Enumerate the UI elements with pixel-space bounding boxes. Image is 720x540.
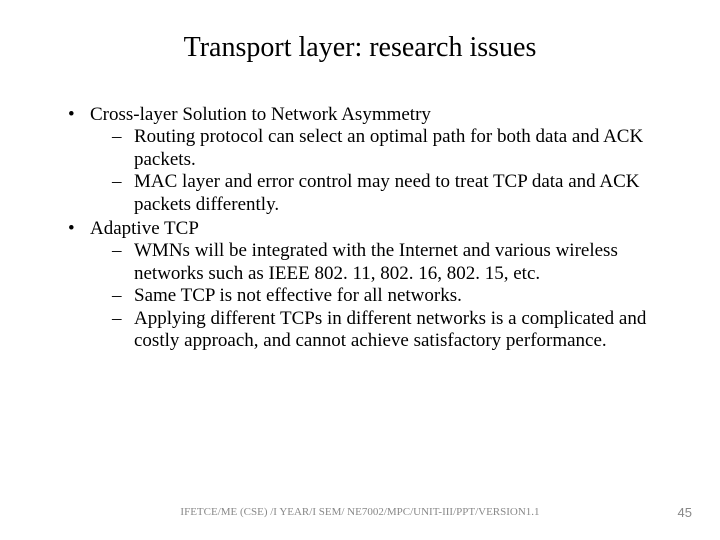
- bullet-list: Cross-layer Solution to Network Asymmetr…: [68, 104, 670, 352]
- slide-footer: IFETCE/ME (CSE) /I YEAR/I SEM/ NE7002/MP…: [0, 506, 720, 518]
- sub-item: Routing protocol can select an optimal p…: [112, 126, 670, 171]
- bullet-text: Cross-layer Solution to Network Asymmetr…: [90, 104, 431, 125]
- slide: Transport layer: research issues Cross-l…: [0, 0, 720, 540]
- sub-item: Applying different TCPs in different net…: [112, 308, 670, 353]
- sub-list: WMNs will be integrated with the Interne…: [90, 240, 670, 352]
- slide-title: Transport layer: research issues: [50, 32, 670, 64]
- sub-list: Routing protocol can select an optimal p…: [90, 126, 670, 216]
- sub-item: MAC layer and error control may need to …: [112, 171, 670, 216]
- bullet-text: Adaptive TCP: [90, 218, 199, 239]
- list-item: Cross-layer Solution to Network Asymmetr…: [68, 104, 670, 216]
- slide-content: Cross-layer Solution to Network Asymmetr…: [50, 104, 670, 352]
- list-item: Adaptive TCP WMNs will be integrated wit…: [68, 218, 670, 352]
- page-number: 45: [678, 505, 692, 520]
- sub-item: Same TCP is not effective for all networ…: [112, 285, 670, 307]
- sub-item: WMNs will be integrated with the Interne…: [112, 240, 670, 285]
